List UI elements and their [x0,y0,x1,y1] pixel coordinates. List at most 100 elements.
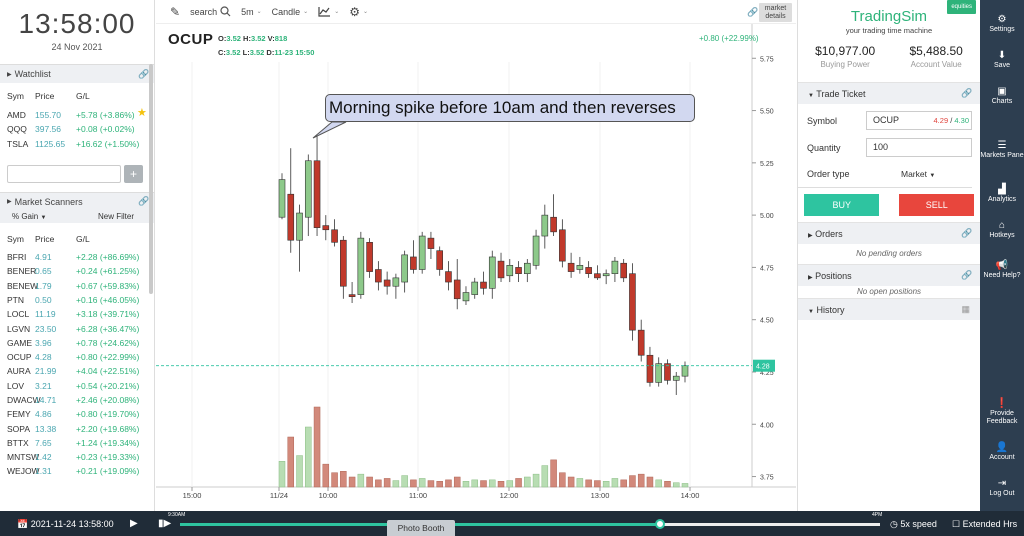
star-icon[interactable]: ★ [137,107,147,119]
market-details-button[interactable]: market details [759,3,792,22]
history-grid-icon[interactable]: ▦ [961,304,970,314]
volume-bar [453,476,461,488]
indicators-dropdown[interactable]: ⌄ [318,6,339,17]
playback-bar: 📅 2021-11-24 13:58:00 ▶ ▮▶ 9:30AM 4PM Ph… [0,511,1024,536]
search-button[interactable]: search [190,6,231,17]
table-row[interactable]: BENEW 1.79 +0.67 (+59.83%) [0,278,154,292]
table-row[interactable]: LOCL 11.19 +3.18 (+39.71%) [0,307,154,321]
speed-control[interactable]: ◷ 5x speed [890,519,937,530]
chart-area[interactable]: ✎ search 5m ⌄ Candle ⌄ ⌄ ⚙ ⌄ 🔗 market detai… [156,0,796,511]
scanner-rows: BFRI 4.91 +2.28 (+86.69%) BENER 0.65 +0.24 (+… [0,250,154,479]
buy-button[interactable]: BUY [804,194,880,216]
chart-type-label: Candle [271,6,301,17]
nav-log-out[interactable]: ⇥ Log Out [980,479,1024,498]
settings-dropdown[interactable]: ⚙ ⌄ [349,5,368,19]
sell-button[interactable]: SELL [899,194,974,216]
open-label: O: [218,34,227,43]
playback-knob[interactable] [655,519,665,529]
link-icon[interactable]: 🔗 [961,88,973,98]
candle-body [357,237,365,295]
table-row[interactable]: PTN 0.50 +0.16 (+46.05%) [0,293,154,307]
left-scrollbar[interactable] [149,64,153,294]
watchlist-symbol-input[interactable] [7,164,121,183]
cell-price: 13.38 [35,423,57,434]
table-row[interactable]: WEJOW 1.31 +0.21 (+19.09%) [0,464,154,478]
play-icon[interactable]: ▶ [130,518,138,529]
link-icon[interactable]: 🔗 [138,196,150,207]
order-type-row: Order type Market ▼ [798,161,972,188]
candle-body [655,363,663,383]
link-icon[interactable]: 🔗 [961,228,973,238]
volume-bar [602,481,610,488]
price-chart[interactable]: 5.75 5.50 5.25 5.00 4.75 4.50 4.25 4.00 3.75 15:0… [156,0,796,511]
table-row[interactable]: OCUP 4.28 +0.80 (+22.99%) [0,350,154,364]
table-row[interactable]: DWACW 14.71 +2.46 (+20.08%) [0,393,154,407]
order-type-select[interactable]: Market ▼ [901,169,935,179]
caret-right-icon: ▶ [7,71,12,78]
nav-save[interactable]: ⬇ Save [980,51,1024,70]
nav-hotkeys[interactable]: ⌂ Hotkeys [980,221,1024,240]
quantity-input[interactable]: 100 [866,138,972,157]
table-row[interactable]: QQQ 397.56 +0.08 (+0.02%) [0,122,154,136]
brand: TradingSim your trading time machine equ… [798,0,980,40]
cell-price: 11.19 [35,309,56,320]
table-row[interactable]: FEMY 4.86 +0.80 (+19.70%) [0,407,154,421]
table-row[interactable]: AMD 155.70 +5.78 (+3.86%) [0,108,154,122]
table-row[interactable]: SOPA 13.38 +2.20 (+19.68%) [0,421,154,435]
table-row[interactable]: BENER 0.65 +0.24 (+61.25%) [0,264,154,278]
nav-provide-feedback[interactable]: ❗ Provide Feedback [980,399,1024,426]
bid-ask: 4.29 / 4.30 [933,116,969,125]
table-row[interactable]: AURA 21.99 +4.04 (+22.51%) [0,364,154,378]
chart-type-dropdown[interactable]: Candle ⌄ [272,7,309,17]
ask-price: 4.30 [954,116,969,125]
cell-sym: BENER [7,266,37,277]
step-icon[interactable]: ▮▶ [158,518,172,529]
high-value: 3.52 [250,34,266,43]
trade-ticket-header[interactable]: ▼ Trade Ticket 🔗 [798,82,980,104]
annotation-callout[interactable]: Morning spike before 10am and then rever… [325,94,695,122]
nav-charts[interactable]: ▣ Charts [980,87,1024,106]
nav-need-help[interactable]: 📢 Need Help? [980,261,1024,280]
nav-analytics[interactable]: ▟ Analytics [980,185,1024,204]
cell-gl: +2.28 (+86.69%) [76,252,140,263]
playback-track[interactable] [180,523,880,526]
table-row[interactable]: BFRI 4.91 +2.28 (+86.69%) [0,250,154,264]
new-filter-link[interactable]: New Filter [97,212,134,222]
table-row[interactable]: GAME 3.96 +0.78 (+24.62%) [0,336,154,350]
scanners-header[interactable]: ▶ Market Scanners 🔗 [0,191,154,211]
order-type-value: Market [901,169,927,179]
table-row[interactable]: MNTSW 1.42 +0.23 (+19.33%) [0,450,154,464]
candle-body [497,260,505,279]
interval-dropdown[interactable]: 5m ⌄ [241,7,262,17]
cell-price: 4.86 [35,409,52,420]
history-header[interactable]: ▼ History ▦ [798,298,980,320]
candle-body [541,214,549,237]
link-icon[interactable]: 🔗 [138,68,150,79]
table-row[interactable]: LGVN 23.50 +6.28 (+36.47%) [0,321,154,335]
orders-header[interactable]: ▶ Orders 🔗 [798,222,980,244]
photo-booth-tab[interactable]: Photo Booth [387,520,455,536]
sort-dropdown[interactable]: % Gain ▼ [12,212,46,221]
table-row[interactable]: TSLA 1125.65 +16.62 (+1.50%) [0,137,154,151]
link-icon[interactable]: 🔗 [747,7,759,17]
volume-bar [322,463,330,488]
symbol-input[interactable]: OCUP 4.29 / 4.30 [866,111,972,130]
nav-settings[interactable]: ⚙ Settings [980,15,1024,34]
watchlist-header[interactable]: ▶ Watchlist 🔗 [0,64,154,83]
table-row[interactable]: BTTX 7.65 +1.24 (+19.34%) [0,436,154,450]
table-row[interactable]: LOV 3.21 +0.54 (+20.21%) [0,379,154,393]
volume-bar [436,481,443,488]
extended-hours-toggle[interactable]: ☐ Extended Hrs [952,519,1017,530]
equities-badge[interactable]: equities [947,0,976,14]
volume-bar [506,480,514,488]
nav-account[interactable]: 👤 Account [980,443,1024,462]
cell-gl: +5.78 (+3.86%) [76,110,135,121]
candle-body [506,265,514,277]
link-icon[interactable]: 🔗 [961,270,973,280]
watchlist-add-button[interactable]: + [124,164,143,183]
speed-icon: ◷ [890,519,898,529]
draw-pencil-icon[interactable]: ✎ [170,4,181,19]
nav-markets-pane[interactable]: ☰ Markets Pane [980,141,1024,160]
positions-header[interactable]: ▶ Positions 🔗 [798,264,980,286]
cell-price: 0.65 [35,266,52,277]
